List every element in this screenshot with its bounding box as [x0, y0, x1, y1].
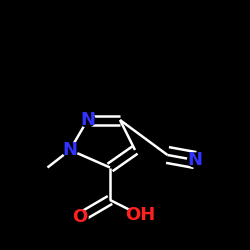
Text: O: O — [72, 208, 88, 226]
Ellipse shape — [129, 208, 151, 222]
Text: N: N — [188, 151, 202, 169]
Text: N: N — [80, 111, 95, 129]
Ellipse shape — [80, 113, 95, 127]
Ellipse shape — [62, 143, 78, 157]
Text: N: N — [62, 141, 78, 159]
Text: OH: OH — [125, 206, 155, 224]
Ellipse shape — [188, 153, 202, 167]
Ellipse shape — [72, 210, 88, 224]
